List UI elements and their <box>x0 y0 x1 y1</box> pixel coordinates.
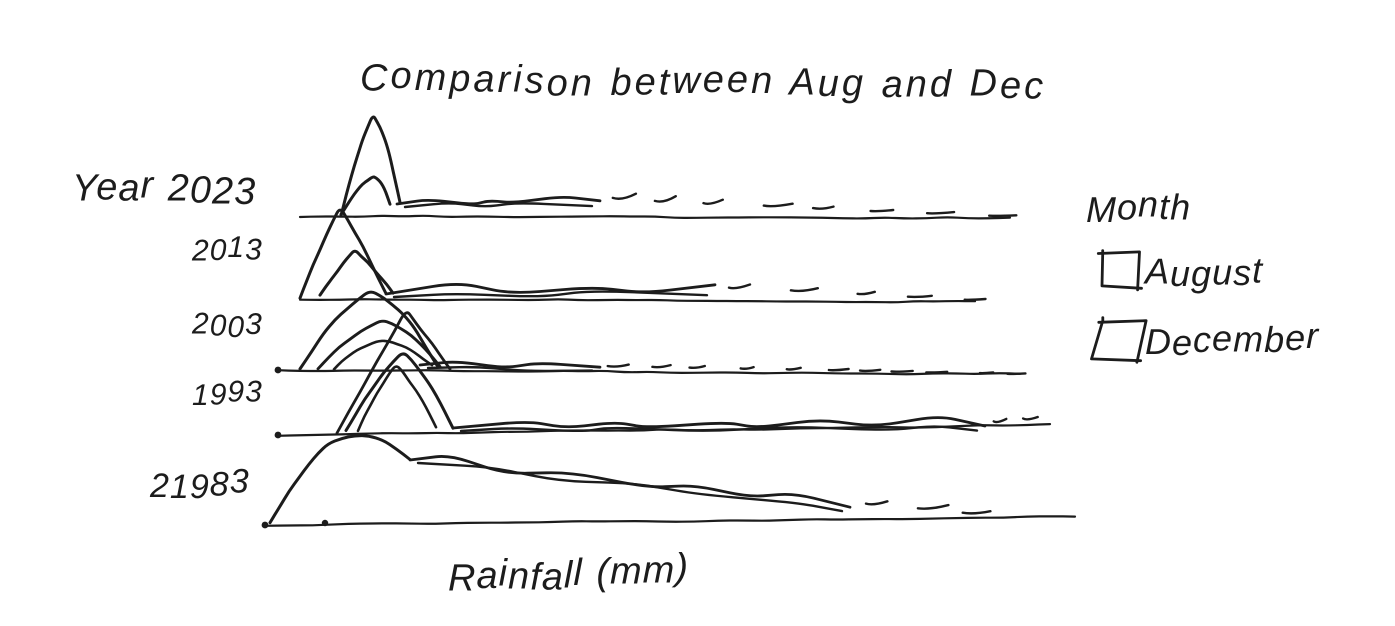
svg-text:Year 2023: Year 2023 <box>72 165 256 214</box>
svg-text:Comparison between Aug and Dec: Comparison between Aug and Dec <box>360 55 1046 107</box>
svg-text:December: December <box>1145 315 1320 363</box>
svg-text:2013: 2013 <box>191 231 263 267</box>
svg-text:2003: 2003 <box>191 308 263 344</box>
svg-text:Month: Month <box>1086 184 1191 230</box>
svg-text:1993: 1993 <box>192 376 263 412</box>
svg-text:21983: 21983 <box>149 463 250 507</box>
svg-text:August: August <box>1143 250 1264 295</box>
